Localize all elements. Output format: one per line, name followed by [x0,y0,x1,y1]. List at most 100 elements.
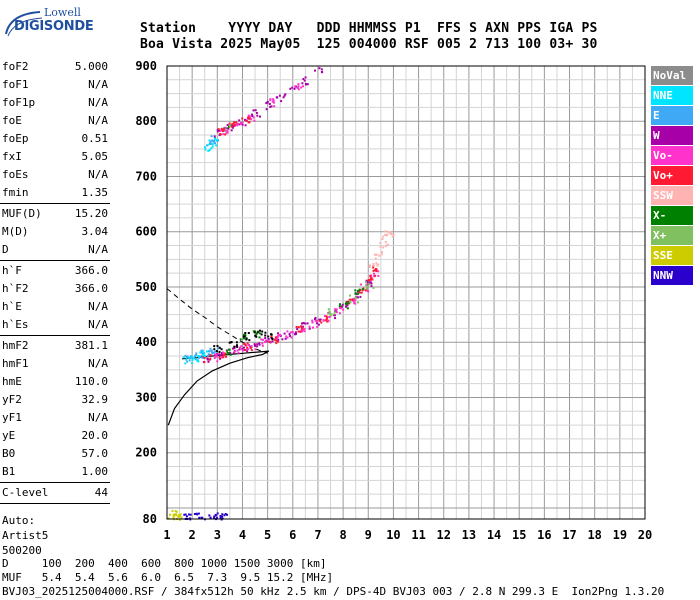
echo-point [238,348,241,351]
echo-point [235,122,237,125]
echo-point [219,133,222,136]
param-label: h`F2 [2,282,29,295]
echo-point [332,313,335,316]
param-row: B0 57.0 [0,445,110,463]
echo-point [243,337,246,340]
param-value: N/A [88,243,108,256]
x-tick-label: 10 [386,528,400,542]
param-value: 1.35 [81,186,109,199]
echo-point [249,346,252,349]
param-row: C-level 44 [0,484,110,502]
header-values: Boa Vista 2025 May05 125 004000 RSF 005 … [140,37,598,52]
echo-point [353,302,356,305]
echo-point [185,355,188,358]
footer: D 100 200 400 600 800 1000 1500 3000 [km… [2,557,664,599]
echo-point [209,347,212,350]
param-row: B1 1.00 [0,463,110,481]
echo-point [217,139,220,142]
echo-point [243,342,246,345]
param-value: 44 [94,486,108,499]
param-row: foEp 0.51 [0,130,110,148]
echo-point [201,354,204,356]
param-label: foF1p [2,96,36,109]
echo-point [370,285,373,288]
echo-point [179,513,182,516]
echo-point [241,123,244,126]
echo-point [351,298,354,301]
echo-point [365,281,367,283]
echo-point [367,285,370,288]
x-tick-label: 8 [339,528,346,542]
echo-point [222,130,224,133]
echo-point [213,351,216,354]
echo-point [348,302,351,305]
echo-point [365,287,368,290]
echo-point [180,516,183,519]
echo-point [194,357,197,360]
legend-entry: Vo- [651,146,693,165]
echo-point [188,359,191,362]
echo-point [178,518,181,521]
echo-point [354,299,357,302]
echo-points [167,67,395,521]
echo-point [262,338,264,341]
echo-point [233,347,236,350]
echo-point [379,245,382,248]
echo-point [289,87,292,90]
echo-point [316,325,319,328]
echo-point [345,301,348,304]
echo-point [377,263,380,266]
profile-curves [166,288,270,426]
echo-point [359,283,362,286]
x-tick-label: 5 [264,528,271,542]
echo-point [277,332,279,335]
echo-point [346,304,349,307]
echo-point [261,344,264,347]
param-row: hmF1 N/A [0,355,110,373]
echo-point [255,332,258,335]
echo-point [226,131,229,134]
echo-point [288,333,291,336]
echo-point [339,303,341,306]
echo-point [325,318,328,321]
echo-point [358,291,361,294]
echo-point [368,283,371,286]
echo-point [250,349,253,352]
param-separator [0,260,110,261]
echo-point [209,140,212,143]
param-row: yF2 32.9 [0,391,110,409]
echo-point [284,337,287,340]
echo-point [255,112,258,114]
echo-point [215,144,218,147]
echo-point [299,330,302,333]
echo-point [366,283,369,286]
echo-point [230,341,233,344]
echo-point [367,290,370,293]
echo-point [228,125,230,128]
echo-point [207,353,210,356]
echo-point [247,116,250,119]
param-label: foEs [2,168,29,181]
param-value: 1.00 [81,465,109,478]
echo-point [209,142,212,145]
echo-point [211,351,214,354]
param-label: D [2,243,9,256]
echo-point [246,342,249,345]
echo-point [254,348,257,351]
echo-point [216,345,219,347]
echo-point [353,301,356,304]
param-row: foF1p N/A [0,94,110,112]
legend-entry: SSE [651,246,693,265]
param-value: 5.05 [81,150,109,163]
param-label: foE [2,114,22,127]
echo-point [233,350,236,353]
param-value: 5.000 [74,60,108,73]
echo-point [254,334,257,337]
echo-point [222,133,225,136]
echo-point [297,330,300,333]
param-row: M(D) 3.04 [0,223,110,241]
echo-point [377,274,380,277]
echo-point [369,278,372,281]
echo-point [269,98,272,101]
